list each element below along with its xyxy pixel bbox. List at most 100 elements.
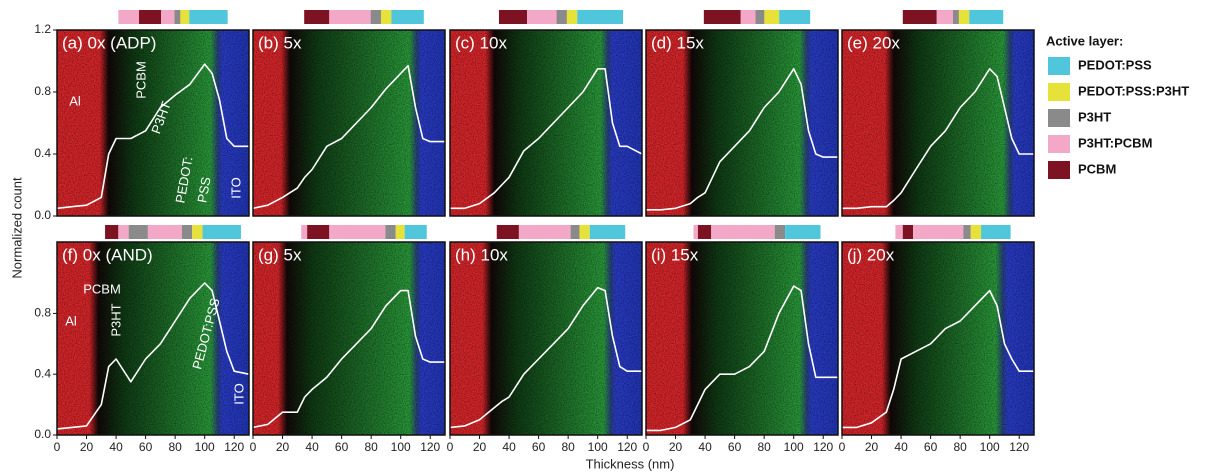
map-noise <box>450 242 642 435</box>
layer-segment <box>161 10 175 24</box>
layer-segment <box>404 225 427 239</box>
layer-segment <box>307 225 330 239</box>
layer-annotation: PCBM <box>83 281 121 296</box>
x-tick-label: 60 <box>728 440 742 454</box>
layer-segment <box>913 225 964 239</box>
layer-segment <box>147 225 182 239</box>
layer-segment <box>785 225 821 239</box>
y-tick-label: 0.0 <box>34 427 51 441</box>
x-tick-label: 80 <box>953 440 967 454</box>
layer-segment <box>395 225 405 239</box>
panel-title: (a) 0x (ADP) <box>62 33 156 52</box>
layer-segment <box>570 225 580 239</box>
panel-frame <box>56 29 250 217</box>
x-tick-label: 100 <box>784 440 804 454</box>
panel-title: (c) 10x <box>455 33 507 52</box>
layer-segment <box>189 10 228 24</box>
legend-swatch <box>1048 109 1070 127</box>
layer-segment <box>703 10 741 24</box>
panel-frame <box>252 241 446 436</box>
layer-segment <box>902 10 937 24</box>
layer-segment <box>711 225 775 239</box>
x-tick-label: 20 <box>276 440 290 454</box>
layer-segment <box>566 10 578 24</box>
layer-segment <box>385 225 396 239</box>
legend-swatch <box>1048 161 1070 179</box>
layer-segment <box>496 225 519 239</box>
panel-frame <box>841 29 1035 217</box>
panel-frame <box>56 241 250 436</box>
layer-segment <box>755 10 765 24</box>
legend-title: Active layer: <box>1046 33 1123 48</box>
y-tick-label: 0.4 <box>34 366 51 380</box>
map-noise <box>842 30 1034 216</box>
layer-segment <box>329 10 371 24</box>
layer-annotation: ITO <box>228 177 243 198</box>
profile-line <box>842 289 1034 429</box>
layer-segment <box>118 10 140 24</box>
x-tick-label: 60 <box>139 440 153 454</box>
layer-annotation: PCBM <box>133 61 148 99</box>
x-tick-label: 40 <box>109 440 123 454</box>
layer-segment <box>697 225 712 239</box>
x-tick-label: 60 <box>335 440 349 454</box>
y-tick-label: 0.4 <box>34 146 51 160</box>
layer-segment <box>380 10 392 24</box>
x-tick-label: 100 <box>588 440 608 454</box>
x-axis-label: Thickness (nm) <box>586 456 675 471</box>
layer-segment <box>895 225 903 239</box>
panel-title: (b) 5x <box>258 33 302 52</box>
profile-line <box>646 285 838 432</box>
y-tick-label: 0.8 <box>34 306 51 320</box>
x-tick-label: 40 <box>305 440 319 454</box>
layer-segment <box>902 225 914 239</box>
map-noise <box>57 30 249 216</box>
x-tick-label: 120 <box>617 440 637 454</box>
x-tick-label: 40 <box>894 440 908 454</box>
layer-segment <box>779 10 811 24</box>
layer-segment <box>118 225 129 239</box>
layer-segment <box>329 225 386 239</box>
x-tick-label: 120 <box>224 440 244 454</box>
x-tick-label: 20 <box>865 440 879 454</box>
legend-label: PCBM <box>1078 161 1116 176</box>
layer-segment <box>518 225 571 239</box>
x-tick-label: 100 <box>391 440 411 454</box>
legend-swatch <box>1048 57 1070 75</box>
profile-line <box>842 68 1034 210</box>
panel: (c) 10x <box>449 10 643 217</box>
layer-segment <box>579 225 590 239</box>
x-tick-label: 0 <box>643 440 650 454</box>
panel-title: (i) 15x <box>651 245 699 264</box>
panel: (j) 20x 0 20 40 60 80 100 120 <box>839 225 1035 454</box>
map-noise <box>57 242 249 435</box>
layer-segment <box>128 225 148 239</box>
legend-label: PEDOT:PSS:P3HT <box>1078 83 1189 98</box>
x-tick-label: 60 <box>532 440 546 454</box>
panel-frame <box>449 241 643 436</box>
layer-annotation: Al <box>69 93 81 108</box>
x-tick-label: 120 <box>1009 440 1029 454</box>
panel: (b) 5x <box>252 10 446 217</box>
x-tick-label: 80 <box>168 440 182 454</box>
x-tick-label: 20 <box>669 440 683 454</box>
layer-segment <box>498 10 528 24</box>
profile-line <box>450 68 643 210</box>
profile-line <box>646 68 838 211</box>
profile-line <box>252 64 445 210</box>
profile-line <box>56 63 249 210</box>
map-noise <box>450 30 642 216</box>
panel-frame <box>645 29 839 217</box>
profile-line <box>252 289 445 429</box>
x-tick-label: 20 <box>473 440 487 454</box>
x-tick-label: 20 <box>80 440 94 454</box>
layer-annotation: Al <box>65 313 77 328</box>
legend-label: P3HT <box>1078 109 1111 124</box>
map-noise <box>253 30 445 216</box>
profile-line <box>449 286 642 429</box>
layer-annotation: PSS <box>194 175 213 204</box>
map-noise <box>646 242 838 435</box>
x-tick-label: 40 <box>698 440 712 454</box>
